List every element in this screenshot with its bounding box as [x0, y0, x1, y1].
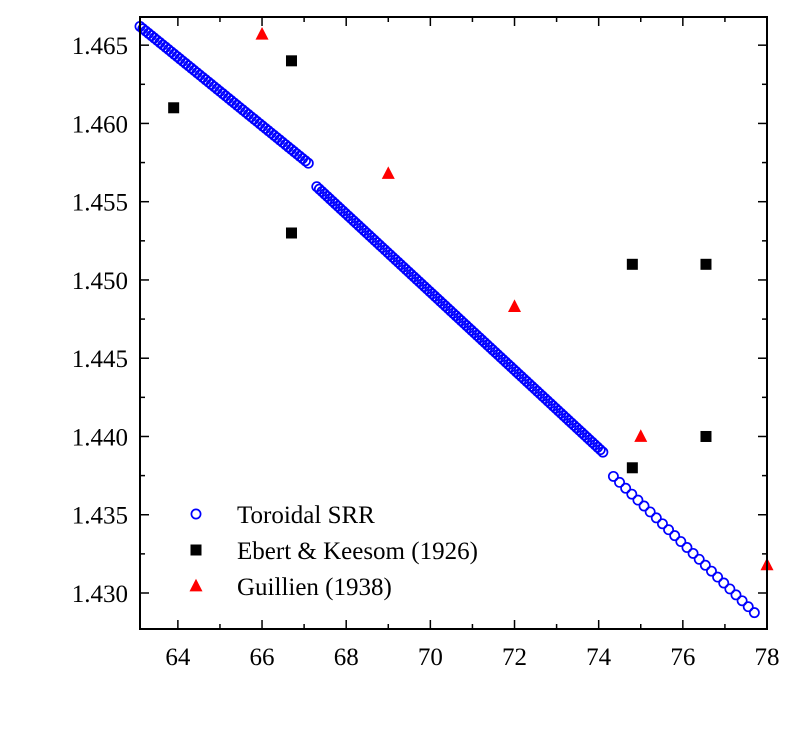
y-tick-label: 1.460 — [72, 111, 128, 138]
data-point — [644, 506, 656, 518]
y-tick-label: 1.445 — [72, 346, 128, 373]
data-point — [614, 476, 625, 488]
data-point — [700, 258, 712, 270]
series-guillien-1938 — [255, 27, 774, 571]
data-point — [724, 583, 736, 595]
plot-frame — [139, 16, 768, 630]
legend-item: Guillien (1938) — [189, 574, 392, 601]
data-point — [285, 227, 297, 239]
y-tick-label: 1.435 — [72, 503, 128, 530]
data-point — [700, 430, 712, 442]
data-point — [302, 157, 314, 169]
data-point — [748, 607, 760, 619]
data-point — [736, 595, 748, 607]
data-point — [675, 536, 687, 547]
x-tick-label: 64 — [165, 644, 191, 671]
data-point — [620, 482, 632, 494]
data-point — [632, 494, 644, 506]
y-tick-label: 1.440 — [72, 424, 128, 451]
x-tick-label: 78 — [755, 644, 780, 671]
data-point — [650, 512, 662, 524]
data-point — [381, 166, 395, 179]
data-point — [687, 547, 699, 559]
y-tick-label: 1.455 — [72, 190, 128, 217]
legend-item: Toroidal SRR — [190, 502, 375, 529]
series-toroidal-srr — [134, 20, 760, 619]
x-tick-label: 66 — [250, 644, 275, 671]
legend: Toroidal SRR Ebert & Keesom (1926) Guillie… — [189, 502, 478, 601]
legend-marker — [190, 508, 202, 520]
data-point — [718, 577, 730, 589]
y-tick-label: 1.465 — [72, 33, 128, 60]
legend-item: Ebert & Keesom (1926) — [190, 538, 478, 565]
data-point — [712, 571, 724, 583]
axes: 64 66 68 70 72 74 76 78 1.430 1.435 1.440 1.445 1.45… — [72, 17, 780, 671]
data-point — [663, 524, 675, 536]
data-point — [626, 462, 638, 474]
x-tick-label: 70 — [418, 644, 443, 671]
data-point — [255, 27, 269, 40]
data-point — [626, 488, 638, 500]
legend-marker — [190, 544, 202, 556]
data-point — [597, 446, 609, 458]
data-point — [300, 155, 311, 167]
data-point — [730, 589, 742, 601]
data-point — [607, 470, 619, 482]
x-tick-label: 76 — [670, 644, 695, 671]
data-point — [285, 55, 297, 67]
data-point — [656, 518, 668, 530]
x-tick-label: 72 — [502, 644, 527, 671]
data-point — [508, 299, 522, 312]
data-point — [742, 601, 754, 613]
data-marks — [134, 20, 774, 619]
x-tick-label: 68 — [334, 644, 359, 671]
y-tick-label: 1.450 — [72, 268, 128, 295]
data-point — [634, 429, 648, 442]
legend-label: Ebert & Keesom (1926) — [237, 538, 478, 565]
legend-marker — [189, 578, 203, 592]
data-point — [706, 565, 717, 577]
legend-label: Guillien (1938) — [237, 574, 392, 601]
y-tick-label: 1.430 — [72, 581, 128, 608]
data-point — [693, 553, 705, 565]
data-point — [669, 530, 681, 542]
data-point — [594, 444, 606, 456]
data-point — [681, 542, 693, 553]
series-ebert-keesom-1926 — [168, 55, 712, 474]
data-point — [168, 102, 180, 114]
data-point — [626, 258, 638, 270]
data-point — [699, 559, 711, 571]
legend-label: Toroidal SRR — [237, 502, 375, 529]
data-point — [638, 500, 650, 512]
x-tick-label: 74 — [586, 644, 612, 671]
